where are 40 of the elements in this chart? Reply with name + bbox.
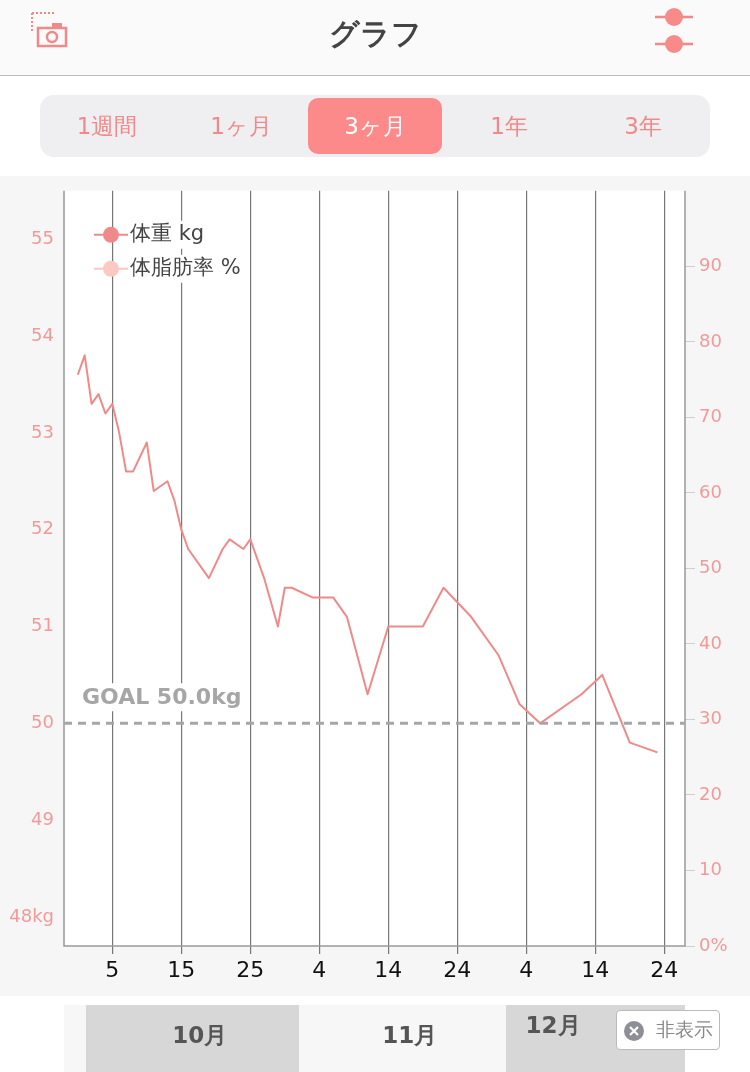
text: 1週間 bbox=[75, 112, 139, 141]
x-tick-label: 24 bbox=[650, 956, 679, 982]
text: 11月 bbox=[298, 1005, 521, 1072]
chart-title: グラフ bbox=[327, 15, 423, 53]
text: 3年 bbox=[623, 112, 663, 141]
x-tick-label: 15 bbox=[167, 956, 196, 982]
text: 10月 bbox=[86, 1005, 314, 1072]
ref-line-label: GOAL 50.0kg bbox=[82, 684, 242, 710]
y-tick-label: 50 bbox=[31, 710, 54, 732]
y2-tick-label: 30 bbox=[699, 707, 722, 729]
y-tick-label: 51 bbox=[31, 614, 54, 636]
x-tick-label: 4 bbox=[312, 956, 327, 982]
y-tick-label: 54 bbox=[31, 323, 54, 345]
x-tick-label: 14 bbox=[374, 956, 403, 982]
y2-tick-label: 80 bbox=[699, 329, 722, 351]
x-tick-label: 24 bbox=[443, 956, 472, 982]
y2-tick-label: 90 bbox=[699, 253, 722, 275]
x-tick-label: 25 bbox=[236, 956, 265, 982]
y2-tick-label: 0% bbox=[699, 933, 728, 955]
y-tick-label: 55 bbox=[31, 226, 54, 248]
legend-label: 体脂肪率 % bbox=[130, 255, 241, 280]
text: 1年 bbox=[489, 112, 529, 141]
y2-tick-label: 70 bbox=[699, 405, 722, 427]
y-tick-label: 52 bbox=[31, 517, 54, 539]
y2-tick-label: 20 bbox=[699, 782, 722, 804]
y2-tick-label: 60 bbox=[699, 480, 722, 502]
y2-tick-label: 40 bbox=[699, 631, 722, 653]
text: 12月 bbox=[525, 1012, 581, 1038]
text: 1ヶ月 bbox=[209, 112, 273, 141]
text: 非表示 bbox=[656, 1017, 713, 1042]
y2-tick-label: 10 bbox=[699, 858, 722, 880]
x-tick-label: 4 bbox=[519, 956, 534, 982]
y-tick-label: 49 bbox=[31, 807, 54, 829]
y-tick-label: 53 bbox=[31, 420, 54, 442]
legend-label: 体重 kg bbox=[130, 221, 205, 246]
text: 3ヶ月 bbox=[308, 98, 442, 154]
x-tick-label: 14 bbox=[581, 956, 610, 982]
y-tick-label: 48kg bbox=[9, 904, 54, 926]
y2-tick-label: 50 bbox=[699, 556, 722, 578]
x-tick-label: 5 bbox=[105, 956, 120, 982]
